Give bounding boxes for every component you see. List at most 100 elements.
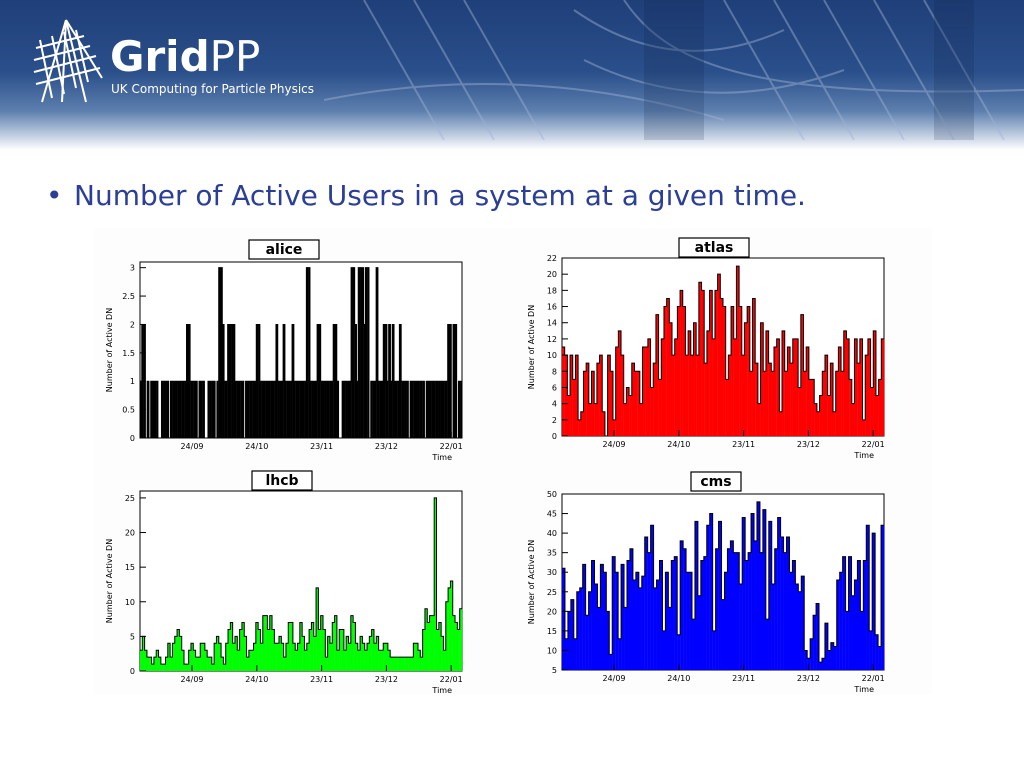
y-tick-label: 10 (547, 351, 557, 360)
bar (728, 355, 732, 436)
bar (790, 363, 793, 436)
bar (173, 381, 176, 438)
bar (193, 381, 196, 438)
y-tick-label: 12 (547, 335, 557, 344)
bar (165, 657, 168, 671)
bar (262, 615, 266, 671)
chart-title: cms (700, 474, 731, 490)
bar (281, 643, 284, 671)
x-tick-label: 24/09 (602, 440, 625, 449)
bar (186, 664, 189, 671)
bar (626, 560, 631, 670)
bar (819, 662, 823, 670)
bar (277, 381, 280, 438)
bar (444, 381, 447, 438)
bar (635, 572, 639, 670)
bar (709, 290, 713, 436)
bar (762, 509, 767, 670)
bar (260, 643, 263, 671)
bar (445, 601, 449, 671)
bar (343, 650, 347, 671)
bar (420, 657, 423, 671)
bar (749, 371, 753, 436)
bar (694, 521, 699, 670)
bar (736, 266, 740, 436)
bar (580, 411, 584, 436)
bar (647, 338, 651, 436)
bar (299, 381, 302, 438)
bar (698, 282, 702, 436)
bar (816, 603, 820, 670)
bar (771, 371, 775, 436)
bar (833, 646, 837, 670)
bar (821, 658, 826, 670)
bar (402, 381, 405, 438)
bar (293, 381, 296, 438)
bar (351, 267, 354, 438)
bar (683, 548, 687, 670)
bar (838, 347, 842, 436)
bar (218, 267, 221, 438)
y-tick-label: 0 (130, 667, 135, 676)
bar (857, 363, 861, 436)
bar (231, 324, 234, 438)
bar (570, 355, 573, 436)
bar (789, 572, 793, 670)
y-tick-label: 2 (130, 320, 135, 329)
bar (394, 657, 398, 671)
bar (773, 347, 777, 436)
bar (234, 636, 238, 671)
bar (607, 355, 611, 436)
bar (272, 381, 275, 438)
bar (830, 363, 834, 436)
bar (149, 657, 152, 671)
bar (181, 381, 184, 438)
series-outline (562, 265, 884, 437)
bar (385, 324, 388, 438)
bar (373, 643, 377, 671)
bar (360, 267, 363, 438)
bar (281, 381, 284, 438)
chart-lhcb: 0 5 10 15 20 25 24/09 24/10 23/11 23/12 22/01 Time N… (105, 470, 463, 695)
bar (265, 615, 268, 671)
y-tick-label: 0 (130, 434, 135, 443)
bar (140, 650, 143, 671)
x-tick-label: 22/01 (862, 674, 885, 683)
bar (440, 381, 443, 438)
gridpp-logo-icon (33, 19, 103, 103)
bar (422, 381, 425, 438)
bar (434, 497, 437, 671)
x-tick-label: 24/09 (602, 674, 625, 683)
bar (325, 657, 328, 671)
bar (327, 636, 331, 671)
bar (320, 381, 323, 438)
brand-tagline: UK Computing for Particle Physics (111, 82, 315, 96)
bar (244, 636, 247, 671)
bar (177, 629, 180, 671)
bar (146, 657, 150, 671)
bar (415, 381, 418, 438)
y-tick-label: 20 (125, 529, 135, 538)
bar (642, 347, 646, 436)
chart-title: alice (266, 242, 303, 258)
bar (234, 381, 237, 438)
bar (199, 381, 202, 438)
x-tick-label: 23/12 (797, 440, 820, 449)
bar (644, 537, 648, 670)
chart-title: lhcb (265, 473, 298, 489)
bar (248, 650, 252, 671)
bar (745, 560, 749, 670)
bar (167, 643, 171, 671)
bar (442, 381, 445, 438)
bar (873, 330, 877, 436)
bar (313, 381, 316, 438)
chart-title-box (678, 237, 750, 258)
bar (182, 381, 185, 438)
bar (323, 629, 326, 671)
bar (376, 267, 379, 438)
bar (562, 568, 566, 670)
bar (836, 580, 840, 670)
bar (445, 381, 448, 438)
bar (857, 560, 861, 670)
bar (221, 657, 224, 671)
